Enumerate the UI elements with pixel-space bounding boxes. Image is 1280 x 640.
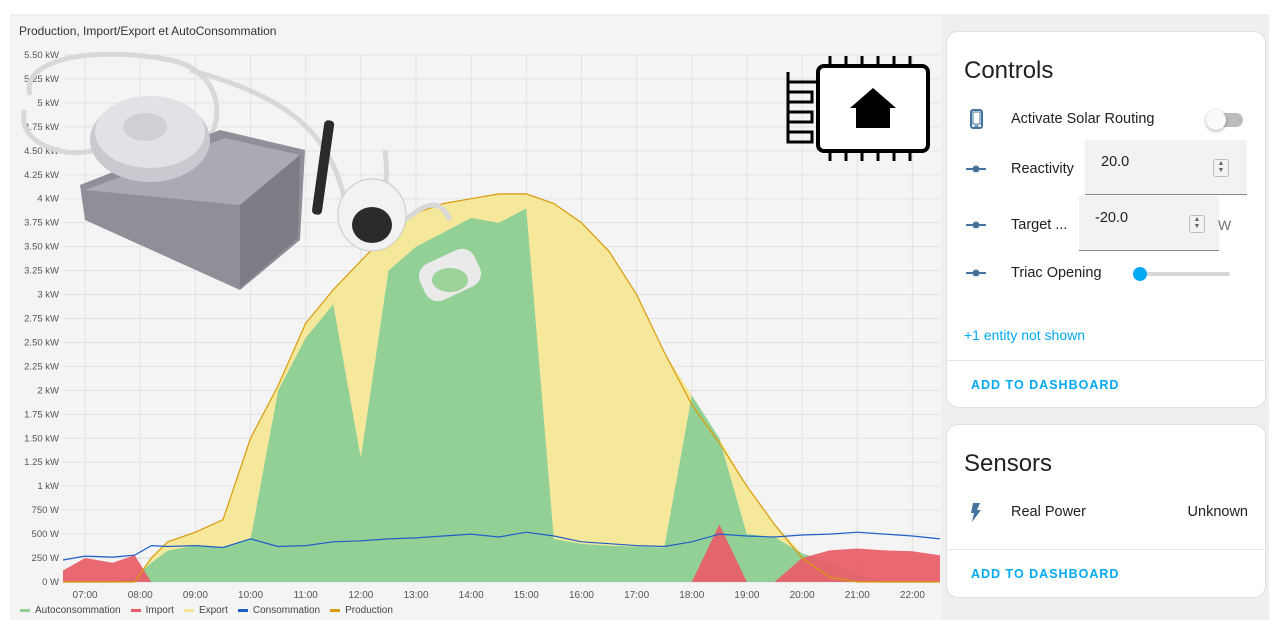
phone-icon <box>970 109 983 129</box>
activate-solar-routing-label: Activate Solar Routing <box>1011 111 1155 127</box>
legend-item[interactable]: Autoconsommation <box>20 605 121 616</box>
reactivity-label: Reactivity <box>1011 161 1074 177</box>
y-tick-label: 5 kW <box>37 98 59 109</box>
y-tick-label: 1.25 kW <box>24 457 59 468</box>
y-tick-label: 1.75 kW <box>24 409 59 420</box>
y-tick-label: 1.50 kW <box>24 433 59 444</box>
triac-opening-label: Triac Opening <box>1011 265 1102 281</box>
x-tick-label: 18:00 <box>679 590 704 601</box>
triac-slider-thumb[interactable] <box>1133 267 1147 281</box>
chart-legend: Autoconsommation Import Export Consommation… <box>20 605 393 616</box>
x-tick-label: 07:00 <box>73 590 98 601</box>
solar-router-logo <box>786 56 930 161</box>
y-tick-label: 2.50 kW <box>24 337 59 348</box>
x-tick-label: 22:00 <box>900 590 925 601</box>
legend-item[interactable]: Production <box>330 605 393 616</box>
reactivity-spinner[interactable]: ▲ ▼ <box>1213 159 1229 177</box>
more-entities-link[interactable]: +1 entity not shown <box>964 327 1086 343</box>
y-tick-label: 3.50 kW <box>24 242 59 253</box>
y-tick-label: 4.75 kW <box>24 122 59 133</box>
y-tick-label: 2 kW <box>37 385 59 396</box>
slider-icon <box>966 269 986 277</box>
real-power-label: Real Power <box>1011 504 1086 520</box>
legend-item[interactable]: Consommation <box>237 605 321 616</box>
y-tick-label: 750 W <box>32 505 59 516</box>
real-power-row[interactable]: Real Power Unknown <box>947 493 1265 533</box>
controls-card: Controls Activate Solar Routing Reactivi… <box>946 31 1266 408</box>
legend-swatch <box>20 609 30 612</box>
y-tick-label: 0 W <box>42 577 59 588</box>
target-spinner[interactable]: ▲ ▼ <box>1189 215 1205 233</box>
y-tick-label: 250 W <box>32 553 59 564</box>
real-power-value: Unknown <box>1187 504 1248 520</box>
controls-divider <box>947 360 1265 361</box>
x-tick-label: 11:00 <box>294 590 319 601</box>
x-tick-label: 20:00 <box>790 590 815 601</box>
reactivity-input[interactable]: 20.0 ▲ ▼ <box>1085 140 1247 195</box>
x-tick-label: 15:00 <box>514 590 539 601</box>
target-row: Target ... <box>947 206 1265 246</box>
target-label: Target ... <box>1011 217 1068 233</box>
legend-item[interactable]: Export <box>183 605 228 616</box>
y-tick-label: 1 kW <box>37 481 59 492</box>
flash-icon <box>971 503 981 522</box>
legend-label: Autoconsommation <box>35 605 121 616</box>
production-line <box>63 193 940 583</box>
target-value: -20.0 <box>1095 210 1129 226</box>
x-tick-label: 13:00 <box>403 590 428 601</box>
energy-chart: 0 W 250 W 500 W 750 W 1 kW 1.25 kW 1.50 kW 1.75… <box>21 50 941 601</box>
legend-item[interactable]: Import <box>130 605 174 616</box>
target-input[interactable]: -20.0 ▲ ▼ <box>1079 196 1219 251</box>
consommation-line <box>62 531 941 561</box>
reactivity-value: 20.0 <box>1101 154 1130 170</box>
sensors-add-to-dashboard-button[interactable]: ADD TO DASHBOARD <box>971 567 1120 581</box>
sensors-divider <box>947 549 1265 550</box>
y-tick-label: 4.50 kW <box>24 146 59 157</box>
slider-icon <box>966 165 986 173</box>
controls-add-to-dashboard-button[interactable]: ADD TO DASHBOARD <box>971 378 1120 392</box>
router-device-photo <box>21 51 482 302</box>
import-area <box>63 524 940 582</box>
chart-title: Production, Import/Export et AutoConsomm… <box>19 24 277 38</box>
x-tick-label: 10:00 <box>238 590 263 601</box>
legend-label: Import <box>145 605 174 616</box>
target-unit: W <box>1218 217 1232 233</box>
x-tick-label: 21:00 <box>845 590 870 601</box>
x-tick-label: 16:00 <box>569 590 594 601</box>
y-tick-label: 3.25 kW <box>24 266 59 277</box>
y-tick-label: 3.75 kW <box>24 218 59 229</box>
activate-solar-routing-row[interactable]: Activate Solar Routing <box>947 100 1265 140</box>
y-tick-label: 5.25 kW <box>24 74 59 85</box>
x-tick-label: 08:00 <box>128 590 153 601</box>
legend-label: Production <box>345 605 393 616</box>
legend-swatch <box>330 609 341 612</box>
x-tick-label: 19:00 <box>734 590 759 601</box>
x-tick-label: 12:00 <box>348 590 373 601</box>
controls-title: Controls <box>964 57 1054 84</box>
legend-label: Consommation <box>252 605 321 616</box>
autoconsommation-area <box>63 208 940 583</box>
y-tick-label: 2.25 kW <box>24 361 59 372</box>
legend-swatch <box>237 609 248 612</box>
reactivity-row: Reactivity <box>947 150 1265 190</box>
x-tick-label: 14:00 <box>459 590 484 601</box>
y-tick-label: 3 kW <box>37 290 59 301</box>
y-tick-label: 2.75 kW <box>24 314 59 325</box>
y-tick-label: 5.50 kW <box>24 50 59 61</box>
sensors-title: Sensors <box>964 450 1053 477</box>
legend-swatch <box>130 609 141 612</box>
triac-opening-row: Triac Opening <box>947 254 1265 294</box>
x-tick-label: 17:00 <box>624 590 649 601</box>
y-tick-label: 4 kW <box>37 194 59 205</box>
legend-swatch <box>183 609 194 612</box>
sensors-card: Sensors Real Power Unknown ADD TO DASHBO… <box>946 424 1266 598</box>
slider-icon <box>966 221 986 229</box>
y-tick-label: 4.25 kW <box>24 170 59 181</box>
y-tick-label: 500 W <box>32 529 59 540</box>
legend-label: Export <box>198 605 228 616</box>
x-tick-label: 09:00 <box>183 590 208 601</box>
